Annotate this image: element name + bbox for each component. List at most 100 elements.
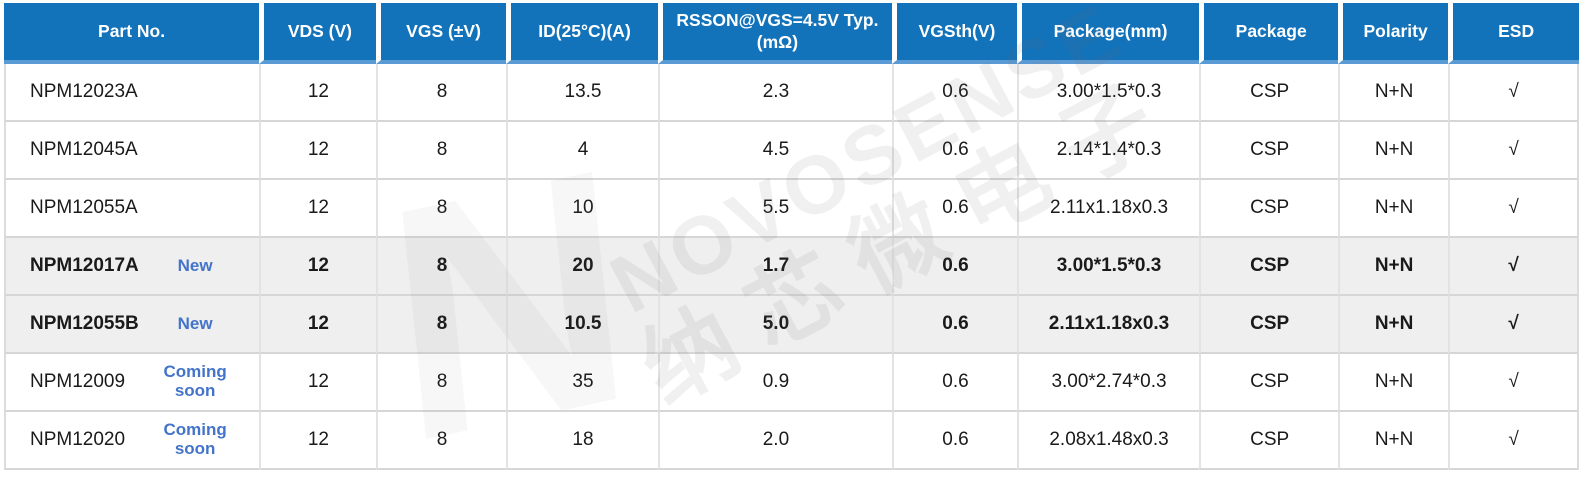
esd-check-cell: √ (1448, 412, 1579, 470)
spec-value-cell: 12 (259, 180, 376, 238)
column-header-vds: VDS (V) (259, 3, 376, 64)
spec-value-cell: 12 (259, 296, 376, 354)
esd-check-cell: √ (1448, 296, 1579, 354)
table-row: NPM12020 Coming soon 12 8 18 2.0 0.6 2.08x1.48x… (4, 412, 1579, 470)
spec-value-cell: 2.08x1.48x0.3 (1016, 412, 1200, 470)
spec-value-cell: 12 (259, 238, 376, 296)
part-no-cell: NPM12045A (4, 122, 260, 180)
availability-badge: New (177, 255, 213, 275)
part-number: NPM12023A (30, 81, 138, 102)
availability-badge: New (177, 313, 213, 333)
esd-check-cell: √ (1448, 180, 1579, 238)
spec-value-cell: 2.14*1.4*0.3 (1016, 122, 1200, 180)
spec-value-cell: CSP (1199, 64, 1338, 122)
spec-value-cell: 3.00*2.74*0.3 (1016, 354, 1200, 412)
part-no-cell: NPM12020 Coming soon (4, 412, 260, 470)
table-row: NPM12009 Coming soon 12 8 35 0.9 0.6 3.00*2.74*… (4, 354, 1579, 412)
spec-value-cell: 4 (506, 122, 658, 180)
spec-value-cell: 8 (375, 180, 507, 238)
table-row: NPM12023A 12 8 13.5 2.3 0.6 3.00*1.5*0.3 CSP N+N… (4, 64, 1579, 122)
esd-check-cell: √ (1448, 64, 1579, 122)
spec-value-cell: 10.5 (506, 296, 658, 354)
spec-value-cell: N+N (1337, 122, 1449, 180)
column-header-rsson: RSSON@VGS=4.5V Typ.(mΩ) (657, 3, 893, 64)
column-header-package: Package (1199, 3, 1338, 64)
part-number: NPM12009 (30, 371, 126, 392)
spec-value-cell: 20 (506, 238, 658, 296)
column-header-vgs: VGS (±V) (375, 3, 507, 64)
column-header-esd: ESD (1448, 3, 1579, 64)
spec-value-cell: N+N (1337, 412, 1449, 470)
spec-value-cell: 8 (375, 64, 507, 122)
spec-value-cell: 5.0 (657, 296, 893, 354)
part-no-cell: NPM12009 Coming soon (4, 354, 260, 412)
spec-value-cell: 8 (375, 296, 507, 354)
spec-value-cell: 10 (506, 180, 658, 238)
column-header-vgsth: VGSth(V) (892, 3, 1017, 64)
spec-value-cell: 2.11x1.18x0.3 (1016, 180, 1200, 238)
spec-value-cell: 2.11x1.18x0.3 (1016, 296, 1200, 354)
spec-value-cell: 13.5 (506, 64, 658, 122)
part-no-cell: NPM12055B New (4, 296, 260, 354)
spec-value-cell: 4.5 (657, 122, 893, 180)
spec-value-cell: CSP (1199, 180, 1338, 238)
spec-value-cell: CSP (1199, 122, 1338, 180)
column-header-polarity: Polarity (1337, 3, 1449, 64)
spec-value-cell: 12 (259, 412, 376, 470)
spec-value-cell: 8 (375, 412, 507, 470)
spec-value-cell: 3.00*1.5*0.3 (1016, 238, 1200, 296)
esd-check-cell: √ (1448, 122, 1579, 180)
column-header-package-mm: Package(mm) (1016, 3, 1200, 64)
availability-badge: Coming soon (163, 362, 227, 400)
spec-value-cell: CSP (1199, 296, 1338, 354)
table-row: NPM12055A 12 8 10 5.5 0.6 2.11x1.18x0.3 CSP N+N √ (4, 180, 1579, 238)
spec-value-cell: 2.0 (657, 412, 893, 470)
availability-badge: Coming soon (163, 420, 227, 458)
spec-value-cell: N+N (1337, 354, 1449, 412)
part-number: NPM12017A (30, 255, 139, 276)
part-number: NPM12055A (30, 197, 138, 218)
mosfet-spec-table: Part No. VDS (V) VGS (±V) ID(25°C)(A) RS… (4, 3, 1579, 470)
spec-value-cell: 12 (259, 64, 376, 122)
spec-value-cell: 5.5 (657, 180, 893, 238)
spec-value-cell: 2.3 (657, 64, 893, 122)
part-number: NPM12045A (30, 139, 138, 160)
part-no-cell: NPM12023A (4, 64, 260, 122)
spec-value-cell: 0.6 (892, 180, 1017, 238)
table-row: NPM12045A 12 8 4 4.5 0.6 2.14*1.4*0.3 CSP N+N √ (4, 122, 1579, 180)
spec-value-cell: 12 (259, 122, 376, 180)
spec-value-cell: CSP (1199, 412, 1338, 470)
spec-value-cell: 0.9 (657, 354, 893, 412)
spec-value-cell: 0.6 (892, 122, 1017, 180)
spec-value-cell: 0.6 (892, 412, 1017, 470)
table-body: NPM12023A 12 8 13.5 2.3 0.6 3.00*1.5*0.3 CSP N+N… (4, 64, 1579, 470)
esd-check-cell: √ (1448, 238, 1579, 296)
table-row: NPM12017A New 12 8 20 1.7 0.6 3.00*1.5*0.3 CSP N+… (4, 238, 1579, 296)
spec-value-cell: 8 (375, 122, 507, 180)
spec-value-cell: N+N (1337, 296, 1449, 354)
table-row: NPM12055B New 12 8 10.5 5.0 0.6 2.11x1.18x0.3 CS… (4, 296, 1579, 354)
spec-value-cell: 0.6 (892, 354, 1017, 412)
spec-value-cell: 0.6 (892, 238, 1017, 296)
spec-value-cell: 35 (506, 354, 658, 412)
spec-value-cell: 8 (375, 354, 507, 412)
spec-value-cell: CSP (1199, 354, 1338, 412)
part-number: NPM12055B (30, 313, 139, 334)
column-header-part-no: Part No. (4, 3, 260, 64)
column-header-id: ID(25°C)(A) (506, 3, 658, 64)
spec-value-cell: N+N (1337, 180, 1449, 238)
table-header: Part No. VDS (V) VGS (±V) ID(25°C)(A) RS… (4, 3, 1579, 64)
part-number: NPM12020 (30, 429, 126, 450)
esd-check-cell: √ (1448, 354, 1579, 412)
spec-value-cell: N+N (1337, 238, 1449, 296)
spec-value-cell: 8 (375, 238, 507, 296)
spec-value-cell: 12 (259, 354, 376, 412)
spec-value-cell: 0.6 (892, 296, 1017, 354)
spec-value-cell: 18 (506, 412, 658, 470)
spec-value-cell: 3.00*1.5*0.3 (1016, 64, 1200, 122)
spec-value-cell: N+N (1337, 64, 1449, 122)
spec-value-cell: CSP (1199, 238, 1338, 296)
part-no-cell: NPM12055A (4, 180, 260, 238)
part-no-cell: NPM12017A New (4, 238, 260, 296)
